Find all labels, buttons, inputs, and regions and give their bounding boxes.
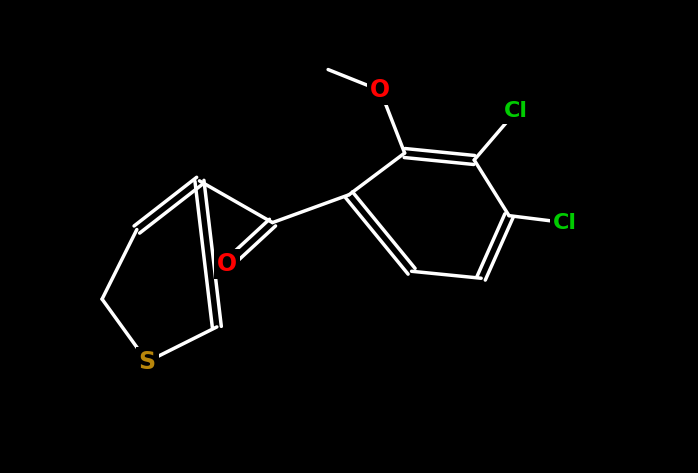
Text: O: O [217, 252, 237, 276]
Text: Cl: Cl [504, 101, 528, 121]
Text: S: S [139, 350, 156, 374]
Text: Cl: Cl [553, 212, 577, 233]
Text: O: O [370, 79, 390, 103]
